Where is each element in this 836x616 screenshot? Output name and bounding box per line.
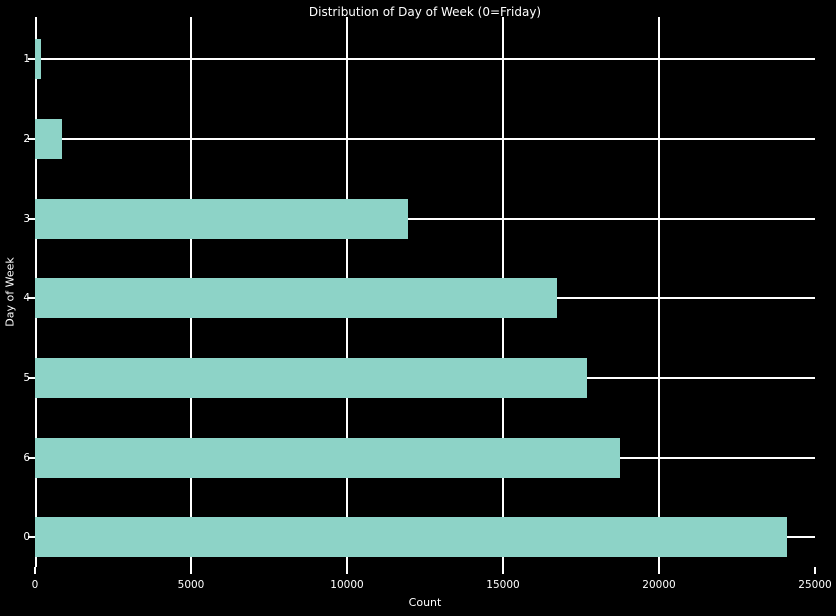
x-tick (814, 567, 816, 574)
y-tick (28, 137, 35, 140)
y-tick (28, 376, 35, 379)
h-gridline (35, 217, 815, 220)
x-tick-label: 5000 (177, 579, 205, 591)
v-gridline (658, 17, 660, 567)
y-tick-label: 1 (23, 53, 30, 66)
y-tick (28, 217, 35, 220)
y-tick-label: 6 (23, 451, 30, 464)
x-tick-label: 20000 (642, 579, 676, 591)
x-tick (34, 567, 36, 574)
h-gridline (35, 58, 815, 61)
y-tick (28, 58, 35, 61)
y-tick-label: 3 (23, 212, 30, 225)
plot-area (35, 17, 815, 567)
bar (35, 118, 63, 159)
chart-title: Distribution of Day of Week (0=Friday) (308, 5, 542, 19)
bar (35, 517, 787, 558)
x-tick (502, 567, 504, 574)
y-tick-label: 2 (23, 132, 30, 145)
y-tick-label: 4 (23, 292, 30, 305)
x-tick-label: 15000 (486, 579, 520, 591)
x-axis-title: Count (408, 596, 442, 609)
x-tick-label: 10000 (330, 579, 364, 591)
x-tick-label: 25000 (798, 579, 832, 591)
x-tick-label: 0 (31, 579, 39, 591)
h-gridline (35, 137, 815, 140)
x-tick (658, 567, 660, 574)
y-tick (28, 456, 35, 459)
bar (35, 278, 557, 319)
bar (35, 357, 587, 398)
bar (35, 39, 42, 80)
y-tick (28, 536, 35, 539)
x-tick (190, 567, 192, 574)
y-axis-title: Day of Week (3, 257, 17, 327)
bar (35, 198, 409, 239)
y-tick-label: 5 (23, 371, 30, 384)
x-tick (346, 567, 348, 574)
y-tick-label: 0 (23, 531, 30, 544)
bar (35, 437, 620, 478)
y-tick (28, 297, 35, 300)
